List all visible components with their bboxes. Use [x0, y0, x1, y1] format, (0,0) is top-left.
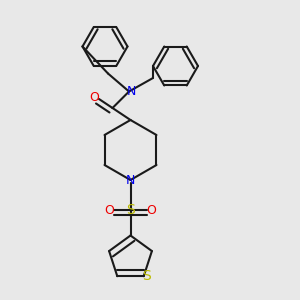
- Text: O: O: [90, 91, 99, 104]
- Text: O: O: [147, 203, 156, 217]
- Text: S: S: [142, 269, 151, 283]
- Text: N: N: [127, 85, 136, 98]
- Text: N: N: [126, 173, 135, 187]
- Text: O: O: [105, 203, 114, 217]
- Text: S: S: [126, 203, 135, 217]
